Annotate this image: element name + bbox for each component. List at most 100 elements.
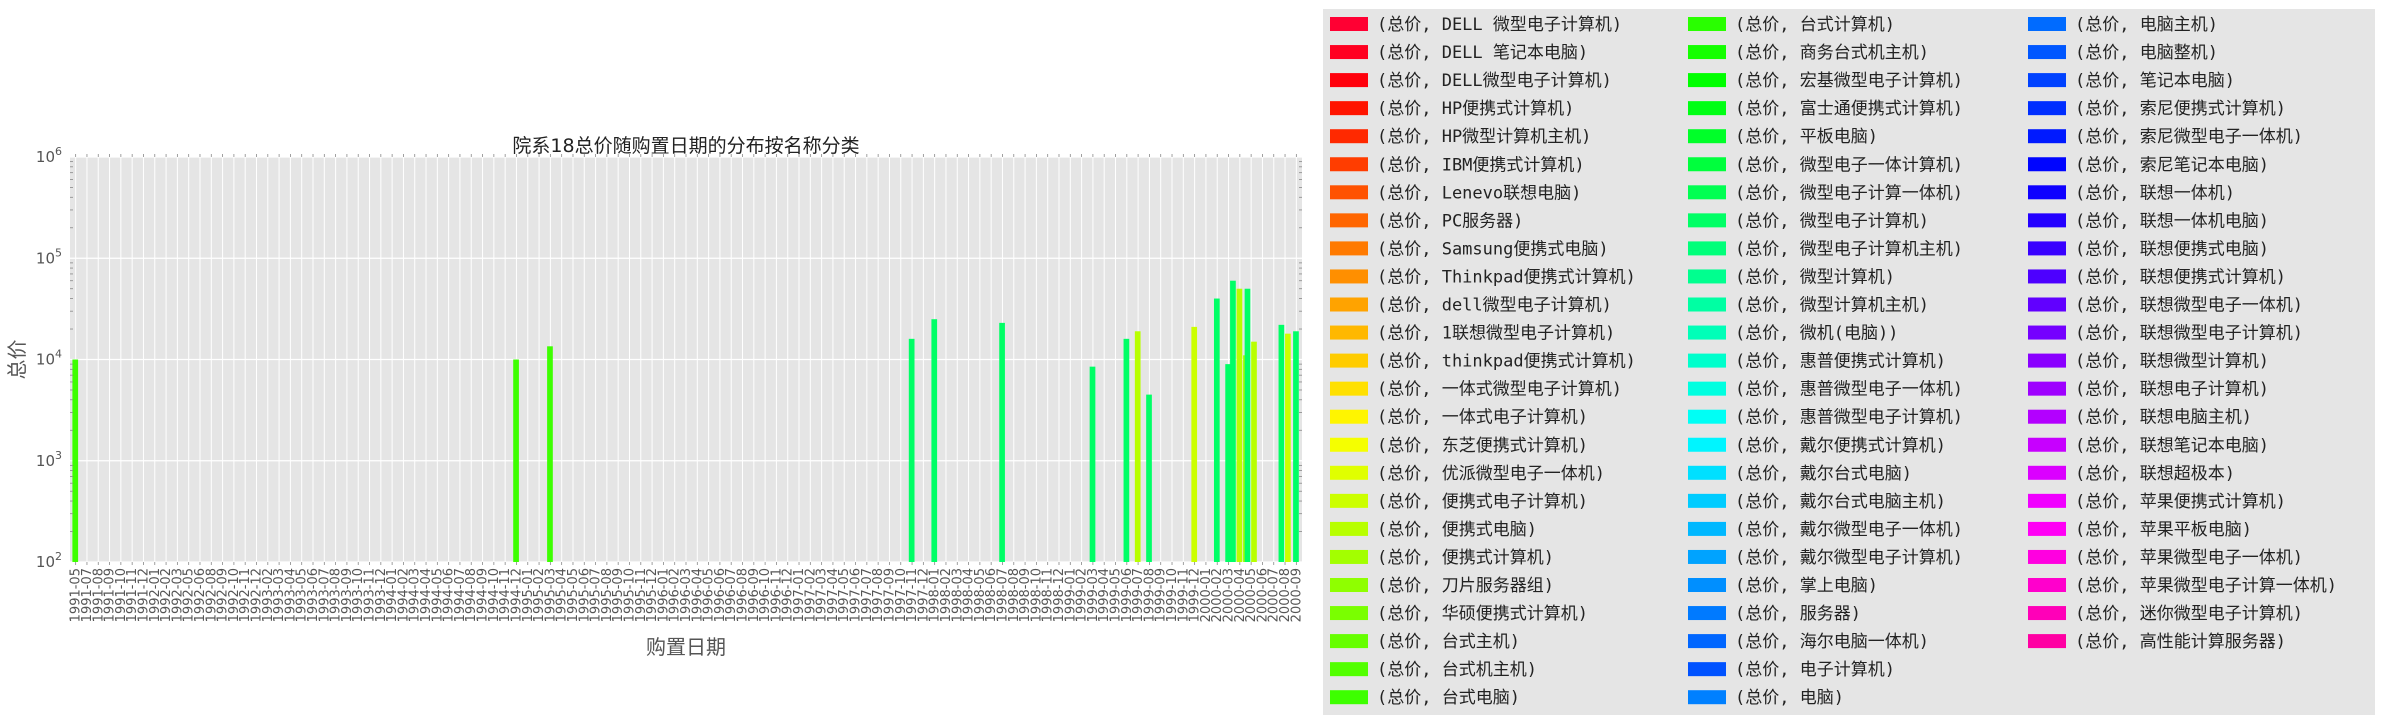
- legend-label: (总价, 电子计算机): [1735, 660, 1895, 680]
- x-tick-label: 1999-04: [1097, 568, 1112, 622]
- x-tick-label: 1994-10: [487, 568, 502, 622]
- x-tick-label: 1994-04: [419, 568, 434, 622]
- x-tick-label: 1995-12: [645, 568, 660, 622]
- legend-label: (总价, 联想超极本): [2075, 464, 2235, 484]
- x-tick-label: 1998-05: [973, 568, 988, 622]
- x-tick-label: 1993-10: [351, 568, 366, 622]
- x-tick-label: 1995-08: [600, 568, 615, 622]
- bar: [1146, 394, 1152, 562]
- x-tick-label: 1991-07: [80, 568, 95, 622]
- legend-label: (总价, 索尼便携式计算机): [2075, 99, 2286, 119]
- legend-swatch: [1330, 662, 1368, 677]
- legend-swatch: [1330, 690, 1368, 705]
- x-tick-label: 1992-09: [216, 568, 231, 622]
- legend-label: (总价, 电脑主机): [2075, 15, 2218, 35]
- legend-label: (总价, DELL 笔记本电脑): [1377, 43, 1588, 63]
- x-tick-label: 1995-04: [555, 568, 570, 622]
- x-tick-label: 1992-08: [204, 568, 219, 622]
- legend: (总价, DELL 微型电子计算机) (总价, DELL 笔记本电脑) (总价, D…: [1323, 9, 2375, 715]
- legend-swatch: [1688, 129, 1726, 144]
- legend-label: (总价, 优派微型电子一体机): [1377, 464, 1605, 484]
- x-tick-label: 1991-10: [114, 568, 129, 622]
- legend-swatch: [2028, 437, 2066, 452]
- legend-swatch: [1330, 17, 1368, 31]
- legend-swatch: [1688, 353, 1726, 368]
- legend-swatch: [1688, 297, 1726, 312]
- bar: [1293, 331, 1299, 562]
- legend-swatch: [1330, 353, 1368, 368]
- x-tick-label: 1998-11: [1041, 568, 1056, 622]
- legend-label: (总价, DELL微型电子计算机): [1377, 71, 1612, 91]
- legend-label: (总价, thinkpad便携式计算机): [1377, 352, 1636, 372]
- x-tick-label: 1996-07: [724, 568, 739, 622]
- x-tick-label: 1997-06: [849, 568, 864, 622]
- x-tick-label: 1999-11: [1176, 568, 1191, 622]
- x-tick-label: 1998-09: [1018, 568, 1033, 622]
- x-tick-label: 1999-08: [1142, 568, 1157, 622]
- x-tick-label: 1996-12: [781, 568, 796, 622]
- bar: [1225, 364, 1231, 562]
- legend-swatch: [2028, 521, 2066, 536]
- legend-label: (总价, 海尔电脑一体机): [1735, 632, 1929, 652]
- x-tick-label: 1991-11: [125, 568, 140, 622]
- bar: [908, 338, 915, 562]
- legend-swatch: [2028, 157, 2066, 172]
- legend-swatch: [1330, 437, 1368, 452]
- legend-label: (总价, 微型电子计算机): [1735, 211, 1929, 231]
- legend-swatch: [1688, 381, 1726, 396]
- x-tick-label: 2000-07: [1267, 568, 1282, 622]
- x-tick-label: 1992-05: [182, 568, 197, 622]
- x-tick-label: 1991-05: [69, 568, 84, 622]
- x-tick-label: 1992-06: [193, 568, 208, 622]
- legend-swatch: [2028, 325, 2066, 340]
- x-tick-label: 1995-10: [622, 568, 637, 622]
- x-tick-label: 1993-09: [340, 568, 355, 622]
- legend-swatch: [1688, 465, 1726, 480]
- legend-swatch: [2028, 185, 2066, 200]
- x-tick-label: 1997-08: [871, 568, 886, 622]
- x-tick-label: 1995-05: [566, 568, 581, 622]
- x-tick-label: 1996-10: [758, 568, 773, 622]
- legend-swatch: [1688, 437, 1726, 452]
- x-tick-label: 1997-12: [916, 568, 931, 622]
- legend-swatch: [1688, 185, 1726, 200]
- legend-swatch: [2028, 353, 2066, 368]
- x-tick-label: 1992-11: [238, 568, 253, 622]
- legend-label: (总价, 电脑): [1735, 688, 1844, 708]
- legend-label: (总价, 便携式电子计算机): [1377, 492, 1588, 512]
- legend-swatch: [1688, 241, 1726, 256]
- legend-label: (总价, 笔记本电脑): [2075, 71, 2235, 91]
- legend-swatch: [2028, 213, 2066, 228]
- legend-label: (总价, 微型电子计算一体机): [1735, 183, 1963, 203]
- legend-label: (总价, Thinkpad便携式计算机): [1377, 267, 1636, 287]
- legend-frame: [1323, 9, 2375, 715]
- x-tick-label: 1996-09: [747, 568, 762, 622]
- x-tick-label: 1998-10: [1029, 568, 1044, 622]
- x-tick-label: 1998-03: [950, 568, 965, 622]
- bar: [513, 359, 519, 562]
- x-tick-label: 1994-06: [442, 568, 457, 622]
- legend-swatch: [1688, 634, 1726, 649]
- legend-swatch: [1330, 325, 1368, 340]
- legend-swatch: [1330, 241, 1368, 256]
- legend-label: (总价, 微型电子计算机主机): [1735, 239, 1963, 259]
- legend-swatch: [2028, 606, 2066, 621]
- x-tick-label: 2000-02: [1210, 568, 1225, 622]
- bar: [1236, 288, 1243, 562]
- legend-label: (总价, Lenevo联想电脑): [1377, 183, 1581, 203]
- legend-label: (总价, 台式电脑): [1377, 688, 1520, 708]
- bar: [999, 322, 1005, 562]
- legend-label: (总价, 宏基微型电子计算机): [1735, 71, 1963, 91]
- legend-swatch: [2028, 409, 2066, 424]
- x-tick-label: 1994-09: [476, 568, 491, 622]
- x-tick-label: 1997-04: [826, 568, 841, 622]
- legend-label: (总价, 一体式微型电子计算机): [1377, 380, 1622, 400]
- legend-label: (总价, 微型电子一体计算机): [1735, 155, 1963, 175]
- legend-label: (总价, 苹果微型电子计算一体机): [2075, 576, 2337, 596]
- legend-label: (总价, 戴尔微型电子一体机): [1735, 520, 1963, 540]
- legend-label: (总价, 迷你微型电子计算机): [2075, 604, 2303, 624]
- legend-label: (总价, 惠普微型电子一体机): [1735, 380, 1963, 400]
- x-tick-label: 1998-02: [939, 568, 954, 622]
- legend-swatch: [1688, 157, 1726, 172]
